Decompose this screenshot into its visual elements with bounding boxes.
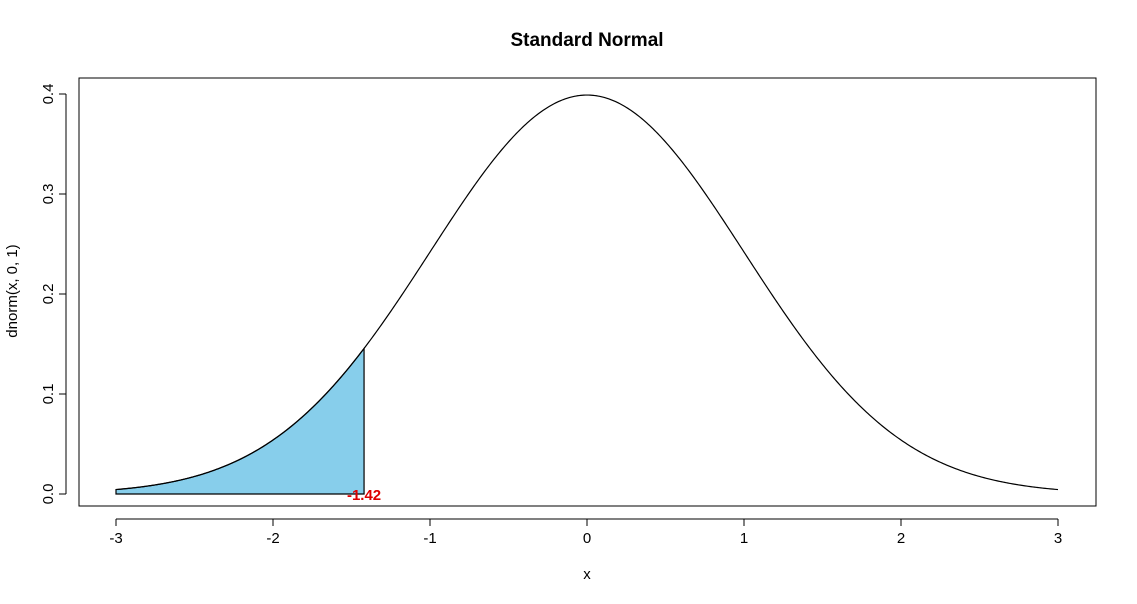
shaded-region: [115, 346, 365, 495]
plot-box: [78, 77, 1097, 507]
y-tick-label: 0.3: [40, 184, 57, 205]
x-tick-label: 3: [1054, 530, 1062, 547]
density-curve: [115, 94, 1059, 491]
y-axis-title: dnorm(x, 0, 1): [4, 244, 21, 337]
plot-area: -3 -2 -1 0 1 2 3 0.0 0.1 0.2 0.3 0.4 -1.42: [40, 77, 1097, 547]
y-tick-label: 0.0: [40, 484, 57, 505]
x-tick-label: 2: [897, 530, 905, 547]
x-tick-label: 1: [740, 530, 748, 547]
x-axis-title: x: [583, 566, 591, 583]
y-tick-label: 0.2: [40, 284, 57, 305]
y-tick-label: 0.4: [40, 84, 57, 105]
x-tick-label: 0: [583, 530, 591, 547]
annotation-label: -1.42: [347, 487, 381, 504]
x-tick-label: -2: [266, 530, 279, 547]
chart-title: Standard Normal: [510, 30, 663, 51]
y-tick-label: 0.1: [40, 384, 57, 405]
x-tick-label: -3: [109, 530, 122, 547]
x-tick-label: -1: [423, 530, 436, 547]
